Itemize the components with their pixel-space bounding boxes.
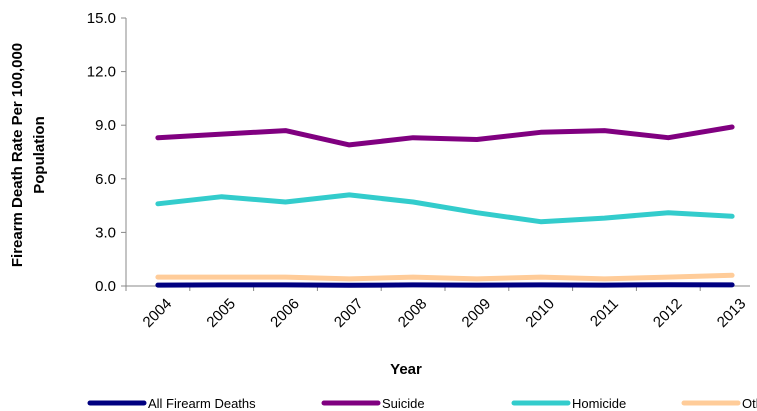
- x-tick-label: 2006: [267, 295, 303, 331]
- y-axis-title-line-2: Population: [31, 116, 48, 194]
- x-tick-label: 2009: [459, 295, 495, 331]
- legend-item: Homicide: [511, 396, 626, 411]
- y-axis-title: Firearm Death Rate Per 100,000 Populatio…: [9, 43, 48, 267]
- legend: All Firearm Deaths Suicide Homicide Other: [87, 396, 757, 411]
- series-line-all-firearm-deaths: [155, 282, 735, 288]
- plot-area: 0.03.06.09.012.015.0 2004 2005 2006 2007 200…: [87, 10, 750, 331]
- y-axis-title-line-1: Firearm Death Rate Per 100,000: [9, 43, 26, 267]
- y-axis-ticks: 0.0 3.0 6.0 9.0 12.0 15.0: [87, 10, 126, 295]
- y-tick-label: 0.0: [95, 278, 116, 295]
- series-line-homicide: [155, 192, 735, 225]
- x-tick-label: 2008: [395, 295, 431, 331]
- x-tick-label: 2013: [714, 295, 750, 331]
- y-tick-label: 9.0: [95, 117, 116, 134]
- x-tick-label: 2011: [587, 295, 622, 330]
- legend-label: Other: [742, 396, 757, 411]
- legend-label: Homicide: [572, 396, 626, 411]
- x-tick-label: 2004: [140, 295, 176, 331]
- y-tick-label: 15.0: [87, 10, 116, 27]
- x-tick-label: 2010: [522, 295, 558, 331]
- y-tick-label: 6.0: [95, 171, 116, 188]
- x-axis-title: Year: [390, 361, 422, 378]
- legend-item: Suicide: [321, 396, 425, 411]
- y-tick-label: 3.0: [95, 224, 116, 241]
- x-tick-label: 2007: [331, 295, 367, 331]
- legend-item: Other: [681, 396, 757, 411]
- legend-label: Suicide: [382, 396, 425, 411]
- x-tick-label: 2005: [203, 295, 239, 331]
- y-tick-label: 12.0: [87, 64, 116, 81]
- legend-item: All Firearm Deaths: [87, 396, 256, 411]
- legend-label: All Firearm Deaths: [148, 396, 256, 411]
- series-line-other: [155, 272, 735, 282]
- x-tick-label: 2012: [650, 295, 686, 331]
- series-line-suicide: [155, 124, 735, 148]
- series-lines: [155, 124, 735, 288]
- x-axis-ticks: 2004 2005 2006 2007 2008 2009 2010 2011 2012 2013: [125, 286, 750, 331]
